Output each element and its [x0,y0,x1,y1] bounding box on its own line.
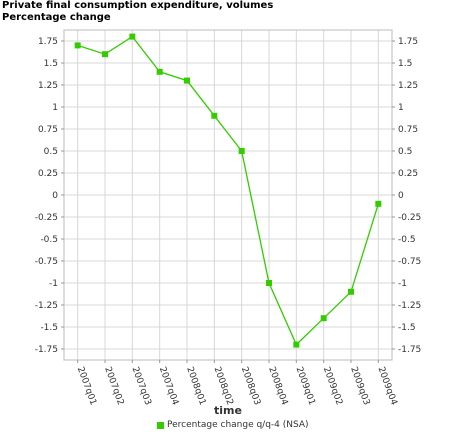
y-tick-label-left: 1.75 [38,37,58,47]
data-point[interactable] [102,51,108,58]
y-tick-label-left: 0 [52,191,58,201]
y-tick-label-right: -1 [398,279,407,289]
y-tick-label-left: -1.5 [40,323,58,333]
x-tick-label: 2008q03 [239,366,262,407]
series-layer [74,33,382,348]
grid-layer [64,30,392,360]
axis-layer [61,29,395,363]
label-layer: 1.75 1.75 1.5 1.5 1.25 1.25 1 1 0.75 0.75 0.5 0.5 0.… [35,37,422,407]
x-tick-label: 2007q04 [157,366,180,407]
y-tick-label-right: 1.75 [398,37,418,47]
legend: Percentage change q/q-4 (NSA) [157,420,309,430]
y-tick-label-left: -0.75 [35,257,58,267]
y-tick-label-left: -0.5 [40,235,58,245]
y-tick-label-right: 1.25 [398,81,418,91]
y-tick-label-right: -0.75 [398,257,421,267]
y-tick-label-right: 1.5 [398,59,412,69]
series-line [77,35,379,346]
y-tick-label-left: 1 [52,103,58,113]
y-tick-label-left: 0.5 [44,147,58,157]
y-tick-label-right: -0.25 [398,213,421,223]
y-tick-label-left: 0.25 [38,169,58,179]
y-tick-label-left: -1.75 [35,345,58,355]
y-tick-label-right: 0.5 [398,147,412,157]
x-tick-label: 2007q03 [130,366,153,407]
x-tick-label: 2009q04 [376,366,399,407]
y-tick-label-right: -1.25 [398,301,421,311]
data-point[interactable] [74,42,81,49]
data-point[interactable] [375,200,382,207]
legend-label: Percentage change q/q-4 (NSA) [167,420,309,430]
x-tick-label: 2009q01 [294,366,317,407]
chart-title: Private final consumption expenditure, v… [2,0,274,11]
x-tick-label: 2008q04 [266,366,289,407]
data-point[interactable] [293,341,300,348]
y-tick-label-right: 0.75 [398,125,418,135]
x-tick-label: 2008q02 [212,366,235,407]
y-tick-label-right: 0 [398,191,404,201]
data-point[interactable] [238,148,245,154]
y-tick-label-left: -0.25 [35,213,58,223]
x-tick-label: 2007q02 [102,366,125,407]
chart-subtitle: Percentage change [2,12,111,23]
y-tick-label-left: 1.25 [38,81,58,91]
y-tick-label-right: -1.5 [398,323,416,333]
x-tick-label: 2009q02 [321,366,344,407]
data-point[interactable] [129,33,136,40]
y-tick-label-left: 1.5 [44,59,58,69]
x-tick-label: 2009q03 [348,366,371,407]
y-tick-label-right: 1 [398,103,404,113]
y-tick-label-left: -1.25 [35,301,58,311]
data-point[interactable] [156,68,163,75]
x-axis-title: time [214,404,242,417]
y-tick-label-right: -0.5 [398,235,416,245]
x-tick-label: 2007q01 [75,366,98,407]
data-point[interactable] [184,77,190,84]
data-point[interactable] [266,280,272,286]
y-tick-label-right: -1.75 [398,345,421,355]
y-tick-label-left: 0.75 [38,125,58,135]
data-point[interactable] [320,315,327,322]
data-point[interactable] [211,112,218,119]
y-tick-label-right: 0.25 [398,169,418,179]
y-tick-label-left: -1 [49,279,58,289]
data-point[interactable] [348,288,354,295]
x-tick-label: 2008q01 [184,366,207,407]
legend-swatch [157,421,164,429]
